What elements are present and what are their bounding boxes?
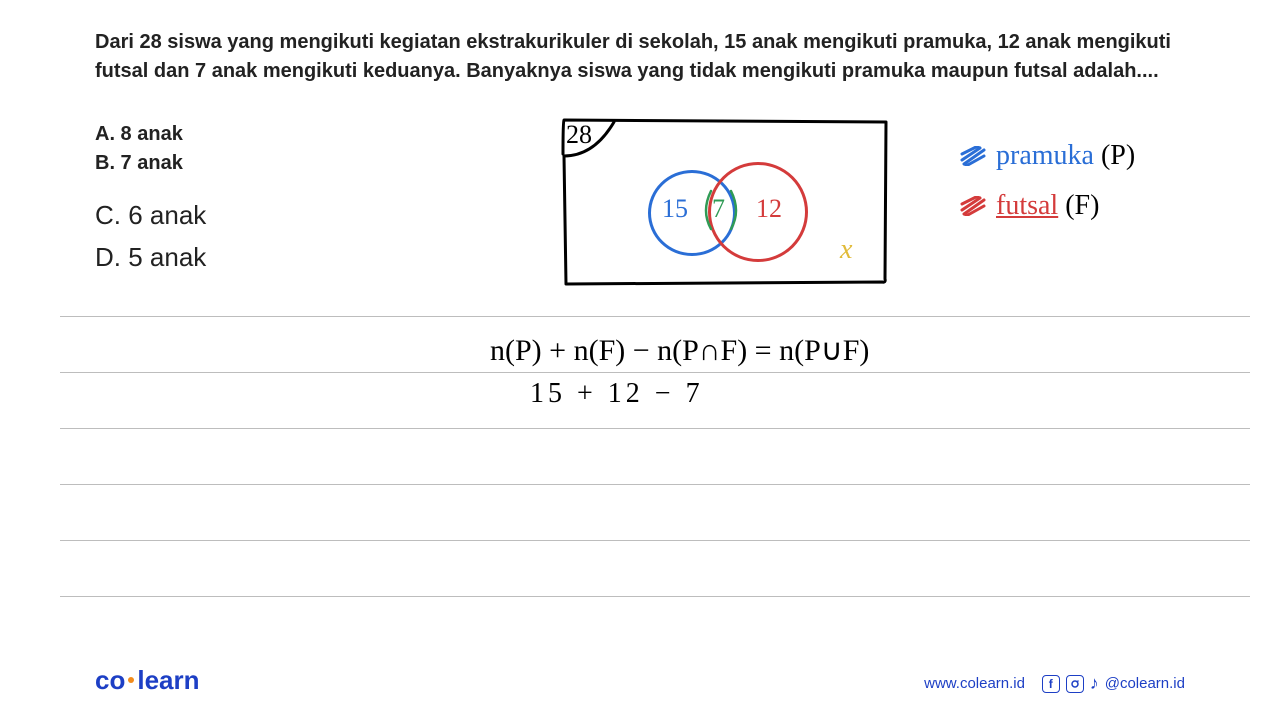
formula-line-2: 15 + 12 − 7 (530, 378, 704, 410)
legend-item-futsal: futsal (F) (960, 190, 1135, 222)
legend-item-pramuka: pramuka (P) (960, 140, 1135, 172)
option-d: D. 5 anak (95, 237, 206, 279)
footer-url: www.colearn.id (924, 675, 1025, 692)
ruled-line (60, 428, 1250, 429)
instagram-icon (1066, 675, 1084, 693)
logo-learn: learn (137, 665, 199, 695)
legend-label: futsal (996, 190, 1058, 221)
legend-suffix: (F) (1065, 190, 1099, 221)
option-b: B. 7 anak (95, 149, 183, 178)
formula-line-1: n(P) + n(F) − n(P∩F) = n(P∪F) (490, 333, 869, 368)
legend-label: pramuka (996, 140, 1094, 171)
question-text: Dari 28 siswa yang mengikuti kegiatan ek… (95, 28, 1215, 86)
venn-right-value: 12 (756, 194, 782, 224)
footer-handle: @colearn.id (1105, 675, 1185, 692)
ruled-line (60, 484, 1250, 485)
scribble-icon (960, 196, 986, 216)
venn-outside-symbol: x (840, 234, 852, 266)
footer-socials: f ♪ @colearn.id (1042, 673, 1185, 694)
logo-dot-icon (128, 677, 134, 683)
footer: colearn www.colearn.id f ♪ @colearn.id (0, 666, 1280, 696)
brand-logo: colearn (95, 665, 200, 696)
facebook-icon: f (1042, 675, 1060, 693)
options-cd: C. 6 anak D. 5 anak (95, 195, 206, 278)
legend: pramuka (P) futsal (F) (960, 140, 1135, 240)
options-ab: A. 8 anak B. 7 anak (95, 120, 183, 178)
venn-intersection-paren (703, 189, 739, 233)
logo-co: co (95, 665, 125, 695)
ruled-line (60, 596, 1250, 597)
venn-universe-count: 28 (566, 120, 592, 150)
option-a: A. 8 anak (95, 120, 183, 149)
tiktok-icon: ♪ (1090, 673, 1099, 694)
ruled-line (60, 540, 1250, 541)
ruled-line (60, 372, 1250, 373)
scribble-icon (960, 146, 986, 166)
venn-left-value: 15 (662, 194, 688, 224)
option-c: C. 6 anak (95, 195, 206, 237)
legend-suffix: (P) (1101, 140, 1135, 171)
ruled-line (60, 316, 1250, 317)
venn-diagram: 28 15 7 12 x (560, 116, 890, 286)
